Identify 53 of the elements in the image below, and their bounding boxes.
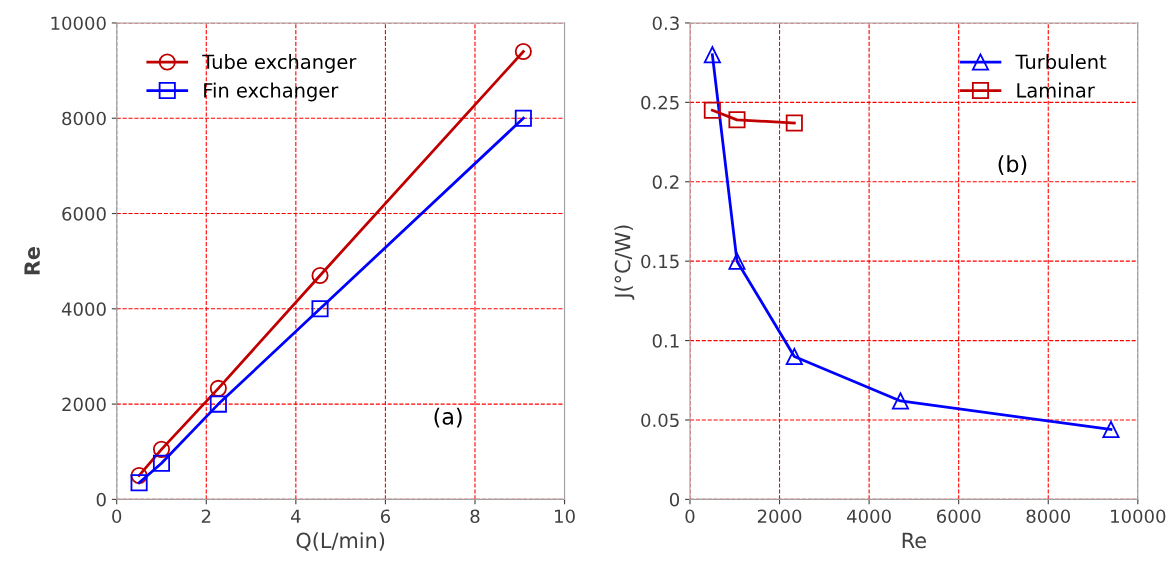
y-tick-label: 8000 bbox=[62, 111, 106, 126]
y-tick-label: 0.2 bbox=[652, 175, 679, 189]
point bbox=[891, 392, 910, 410]
point bbox=[514, 43, 532, 61]
x-axis-title: Q(L/min) bbox=[296, 532, 385, 551]
x-tick-label: 10 bbox=[555, 509, 575, 524]
point bbox=[1102, 420, 1120, 439]
point bbox=[785, 114, 803, 132]
point bbox=[703, 101, 721, 119]
y-tick-label: 2000 bbox=[62, 397, 106, 412]
y-tick-label: 0.25 bbox=[641, 95, 679, 110]
x-tick-label: 6000 bbox=[936, 509, 981, 524]
x-tick-label: 8 bbox=[470, 509, 480, 524]
y-tick-label: 0.15 bbox=[641, 254, 679, 269]
y-tick-label: 10000 bbox=[51, 16, 106, 31]
x-tick-label: 10000 bbox=[1111, 509, 1166, 524]
legend-label: Laminar bbox=[1017, 82, 1095, 98]
point bbox=[152, 454, 171, 472]
x-tick-label: 2 bbox=[201, 509, 211, 523]
legend-label: Tube exchanger bbox=[202, 54, 357, 73]
point bbox=[311, 300, 329, 318]
point bbox=[728, 111, 746, 129]
x-tick-label: 0 bbox=[685, 509, 695, 524]
y-tick-label: 0.05 bbox=[641, 413, 679, 428]
x-tick-label: 6 bbox=[380, 509, 391, 524]
point bbox=[130, 474, 148, 492]
x-tick-label: 4000 bbox=[847, 509, 891, 524]
point bbox=[130, 467, 148, 485]
y-tick-label: 0.3 bbox=[652, 16, 679, 31]
point bbox=[514, 109, 532, 127]
annotation: (a) bbox=[434, 407, 462, 428]
point bbox=[785, 347, 803, 365]
x-tick-label: 0 bbox=[112, 509, 122, 524]
annotation: (b) bbox=[998, 155, 1027, 175]
legend-label: Turbulent bbox=[1015, 54, 1107, 70]
y-tick-label: 6000 bbox=[62, 206, 106, 221]
x-axis-title: Re bbox=[902, 532, 926, 549]
x-tick-label: 2000 bbox=[757, 509, 802, 524]
y-tick-label: 0.1 bbox=[652, 334, 679, 348]
x-tick-label: 8000 bbox=[1026, 509, 1071, 524]
y-tick-label: 4000 bbox=[61, 302, 106, 316]
y-tick-label: 0 bbox=[96, 492, 106, 507]
y-axis-title: J(°C/W) bbox=[614, 225, 635, 300]
point bbox=[152, 440, 171, 458]
x-tick-label: 4 bbox=[290, 509, 301, 523]
point bbox=[311, 266, 329, 285]
point bbox=[703, 46, 721, 64]
y-axis-title: Re bbox=[24, 247, 40, 275]
y-tick-label: 0 bbox=[669, 492, 680, 507]
point bbox=[209, 379, 227, 397]
point bbox=[209, 395, 227, 413]
legend-label: Fin exchanger bbox=[204, 82, 339, 102]
point bbox=[728, 252, 746, 270]
